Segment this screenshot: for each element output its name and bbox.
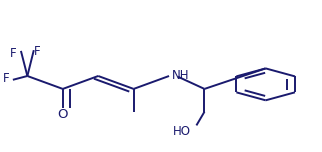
Text: F: F <box>10 47 16 60</box>
Text: O: O <box>58 108 68 121</box>
Text: NH: NH <box>172 69 189 82</box>
Text: F: F <box>34 45 40 58</box>
Text: F: F <box>3 72 10 85</box>
Text: HO: HO <box>173 125 191 138</box>
